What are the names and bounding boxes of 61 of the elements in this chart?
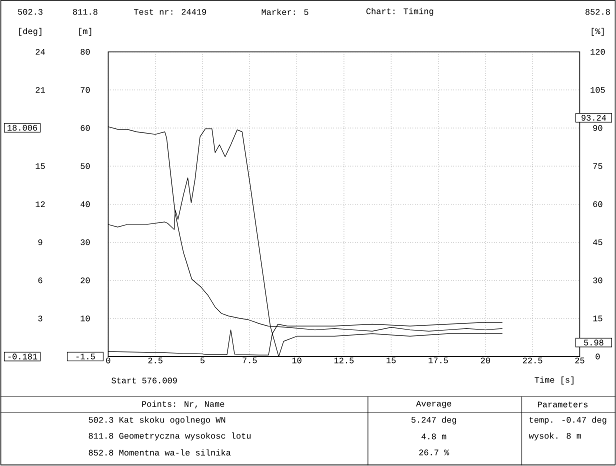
text: Average bbox=[416, 400, 452, 408]
text: temp. -0.47 deg bbox=[530, 416, 606, 425]
x-tick-label: 20 bbox=[480, 358, 490, 364]
y3-tick-label: 70 bbox=[80, 87, 90, 93]
y-tick-label: 9 bbox=[38, 240, 42, 246]
text: 502.3 bbox=[18, 9, 42, 15]
y-tick-label: 12 bbox=[36, 201, 45, 208]
y2-tick-label: 90 bbox=[593, 125, 602, 132]
y2-tick-label: 15 bbox=[593, 316, 602, 322]
text: 852.8 bbox=[586, 9, 610, 15]
y2-axis-title: [%] bbox=[592, 28, 604, 36]
y2-tick-label: 120 bbox=[590, 49, 605, 55]
x-tick-label: 25 bbox=[575, 358, 584, 364]
y-tick-label: 3 bbox=[38, 316, 42, 322]
y-axis-title: [deg] bbox=[19, 28, 42, 36]
text: Start 576.009 bbox=[112, 378, 177, 384]
text: 502.3 Kat skoku ogolnego WN bbox=[88, 416, 226, 425]
text: 93.24 bbox=[582, 115, 606, 121]
text: 811.8 Geometryczna wysokosc lotu bbox=[88, 432, 251, 441]
text: Chart: Timing bbox=[366, 8, 434, 16]
x-axis-title: Time [s] bbox=[534, 376, 574, 385]
x-tick-label: 22.5 bbox=[522, 358, 542, 364]
y2-tick-label: 60 bbox=[593, 201, 602, 208]
y2-tick-label: 75 bbox=[593, 163, 602, 170]
text: 18.006 bbox=[8, 125, 38, 131]
text: Parameters bbox=[538, 402, 588, 408]
x-tick-label: 2.5 bbox=[148, 358, 162, 364]
y3-tick-label: 50 bbox=[80, 163, 90, 170]
text: 5.247 deg bbox=[411, 416, 456, 425]
y3-tick-label: 80 bbox=[80, 49, 90, 55]
y2-tick-label: 45 bbox=[593, 240, 602, 246]
x-tick-label: 12.5 bbox=[334, 358, 354, 364]
y-tick-label: 21 bbox=[36, 87, 45, 93]
text: -1.5 bbox=[76, 354, 95, 360]
y-tick-label: 24 bbox=[36, 49, 45, 55]
y3-axis-title: [m] bbox=[79, 28, 92, 36]
y3-tick-label: 40 bbox=[80, 201, 90, 208]
text: 5.98 bbox=[584, 340, 604, 346]
text: 811.8 bbox=[73, 9, 98, 15]
text: wysok. 8 m bbox=[528, 432, 582, 441]
y3-tick-label: 60 bbox=[80, 125, 90, 132]
x-tick-label: 10 bbox=[292, 358, 302, 364]
text: 852.8 Momentna wa-le silnika bbox=[88, 449, 231, 456]
text: 4.8 m bbox=[422, 434, 446, 440]
text: Marker: 5 bbox=[262, 8, 308, 16]
text: Test nr: 24419 bbox=[134, 9, 206, 15]
x-tick-label: 15 bbox=[386, 358, 396, 364]
y3-tick-label: 30 bbox=[80, 240, 90, 246]
y-tick-label: 6 bbox=[38, 278, 42, 284]
x-tick-label: 5 bbox=[200, 358, 205, 364]
y2-tick-label: 30 bbox=[593, 278, 602, 284]
y3-tick-label: 20 bbox=[80, 278, 90, 284]
x-tick-label: 17.5 bbox=[428, 358, 448, 364]
y-tick-label: 15 bbox=[36, 163, 45, 170]
text: 26.7 % bbox=[419, 450, 450, 456]
y3-tick-label: 10 bbox=[80, 316, 90, 322]
x-tick-label: 7.5 bbox=[242, 358, 257, 364]
y2-tick-label: 105 bbox=[590, 87, 605, 93]
text: -0.181 bbox=[8, 354, 38, 360]
x-tick-label: 0 bbox=[106, 358, 110, 364]
text: Points: Nr, Name bbox=[142, 400, 224, 408]
